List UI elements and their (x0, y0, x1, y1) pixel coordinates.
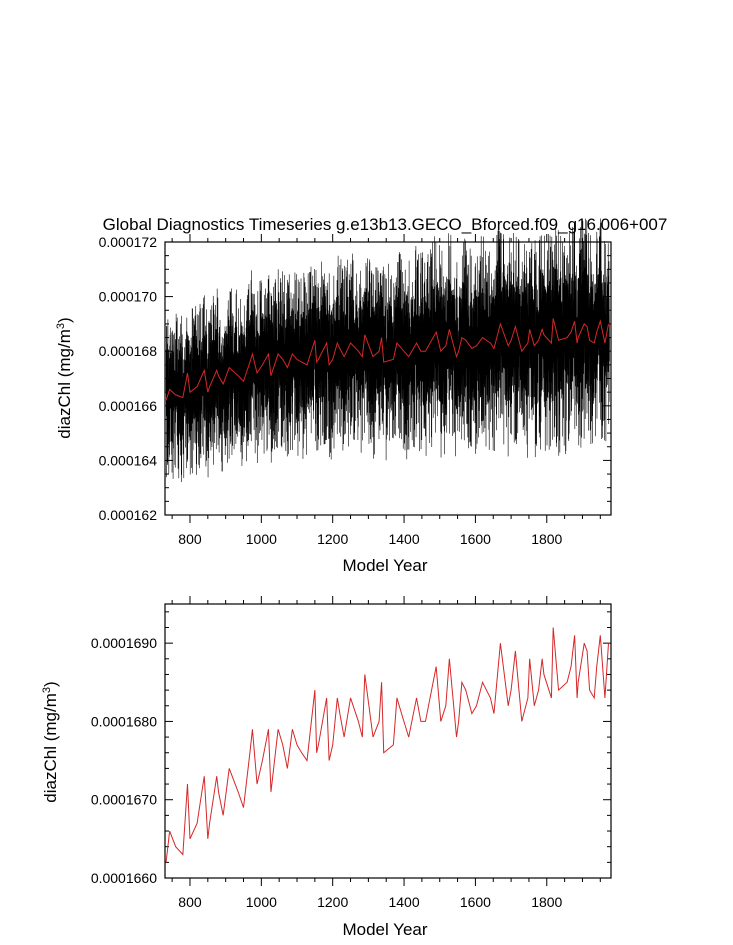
y-tick-label: 0.000164 (99, 452, 158, 468)
y-tick-label: 0.0001660 (91, 870, 157, 886)
bottom-annual-series (165, 627, 609, 863)
panel-top-timeseries: Global Diagnostics Timeseries g.e13b13.G… (55, 215, 667, 575)
bottom-y-axis-title: diazChl (mg/m3) (41, 681, 60, 802)
y-tick-label: 0.000172 (99, 234, 158, 250)
top-monthly-series (165, 218, 610, 483)
top-x-ticks: 800 1000 1200 1400 1600 1800 (171, 234, 601, 547)
bottom-plot-frame (164, 603, 612, 879)
bottom-x-ticks: 800 1000 1200 1400 1600 1800 (171, 596, 601, 910)
x-tick-label: 1600 (460, 894, 491, 910)
x-tick-label: 1800 (531, 531, 562, 547)
panel-bottom-timeseries: 0.0001660 0.0001670 0.0001680 0.0001690 800… (41, 596, 612, 939)
y-tick-label: 0.000166 (99, 398, 158, 414)
y-tick-label: 0.000168 (99, 343, 158, 359)
x-tick-label: 1400 (388, 531, 419, 547)
x-tick-label: 800 (178, 531, 202, 547)
y-tick-label: 0.0001670 (91, 792, 157, 808)
annual-mean-line-top (165, 318, 609, 401)
x-tick-label: 1200 (317, 894, 348, 910)
x-tick-label: 1400 (388, 894, 419, 910)
top-x-axis-title: Model Year (342, 556, 427, 575)
y-tick-label: 0.000162 (99, 507, 158, 523)
top-y-axis-title: diazChl (mg/m3) (55, 317, 74, 438)
x-tick-label: 800 (178, 894, 202, 910)
x-tick-label: 1000 (246, 531, 277, 547)
y-tick-label: 0.0001680 (91, 713, 157, 729)
x-tick-label: 1800 (531, 894, 562, 910)
top-annual-series (165, 318, 609, 401)
top-plot-frame (164, 241, 612, 516)
monthly-series-line (165, 218, 610, 483)
annual-mean-line-bottom (165, 627, 609, 863)
chart-title: Global Diagnostics Timeseries g.e13b13.G… (103, 215, 668, 234)
bottom-x-axis-title: Model Year (342, 920, 427, 939)
y-tick-label: 0.0001690 (91, 635, 157, 651)
bottom-y-ticks: 0.0001660 0.0001670 0.0001680 0.0001690 (91, 611, 611, 886)
y-tick-label: 0.000170 (99, 289, 158, 305)
x-tick-label: 1600 (460, 531, 491, 547)
x-tick-label: 1200 (317, 531, 348, 547)
x-tick-label: 1000 (246, 894, 277, 910)
